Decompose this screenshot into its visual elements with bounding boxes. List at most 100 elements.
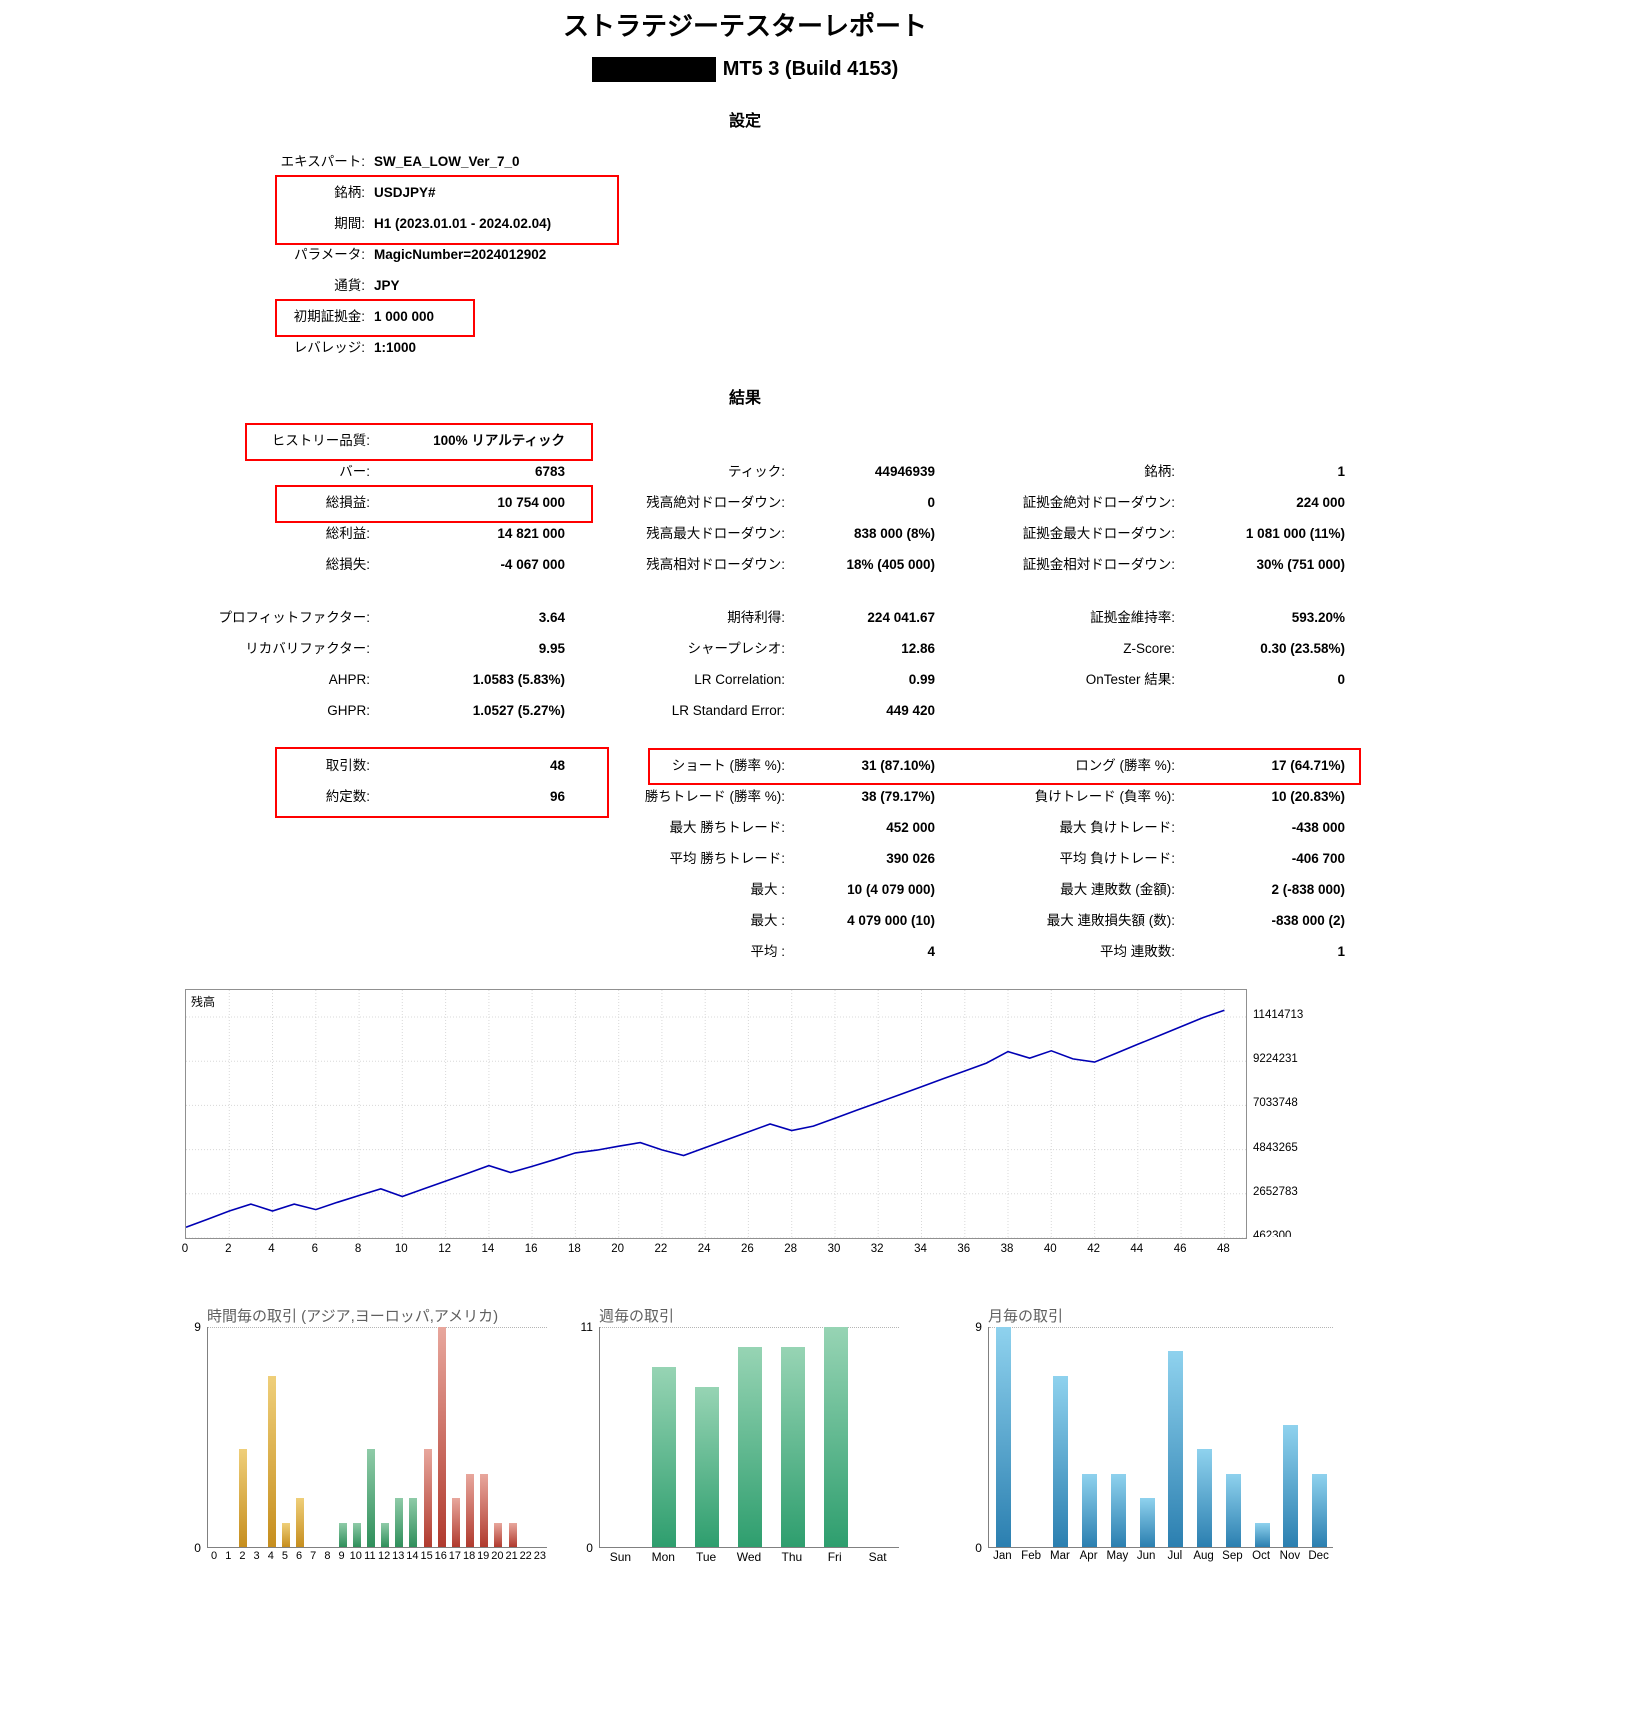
result-value: 0: [927, 495, 935, 510]
x-tick-label: Sun: [609, 1550, 632, 1564]
settings-row: エキスパート: SW_EA_LOW_Ver_7_0: [0, 146, 1490, 177]
result-value: 1: [1337, 944, 1345, 959]
redacted-broker-name: [591, 56, 716, 82]
result-label: 総利益:: [325, 526, 370, 541]
result-value: 10 754 000: [497, 495, 565, 510]
chart-body: 11 0: [577, 1320, 900, 1555]
settings-heading: 設定: [728, 113, 761, 130]
bar-Thu: [780, 1347, 805, 1547]
result-value: 96: [549, 789, 565, 804]
x-tick-label: Apr: [1079, 1550, 1098, 1562]
settings-row: 期間: H1 (2023.01.01 - 2024.02.04): [0, 208, 1490, 239]
x-tick-label: Aug: [1193, 1550, 1214, 1562]
balance-y-tick-label: 462300: [1253, 1230, 1292, 1237]
settings-rows: エキスパート: SW_EA_LOW_Ver_7_0 銘柄: USDJPY# 期間: H1 …: [0, 146, 1490, 363]
result-label: 平均 :: [750, 944, 785, 959]
chart-title: 月毎の取引: [988, 1308, 1064, 1325]
result-label: 勝ちトレード (勝率 %):: [644, 789, 785, 804]
result-label: [995, 425, 1175, 456]
chart-x-axis: Jan Feb Mar Apr May Jun Jul Aug Sep Oct Nov Dec: [988, 1550, 1333, 1566]
result-label: 期待利得:: [727, 610, 785, 625]
balance-curve-svg: [185, 990, 1246, 1239]
x-tick-label: 7: [310, 1550, 317, 1562]
results-section-ratios: プロフィットファクター: 3.64 期待利得: 224 041.67 証拠金維持率: 59…: [185, 602, 1345, 726]
result-row: バー: 6783 ティック: 44946939 銘柄: 1: [185, 456, 1345, 487]
bar-Tue: [695, 1387, 720, 1547]
weekly-trades-chart: 週毎の取引 11 0 Sun Mon Tue Wed Thu Fri Sat: [577, 1305, 900, 1566]
result-value: 10 (4 079 000): [847, 882, 935, 897]
bar-Apr: [1082, 1473, 1098, 1547]
result-value: -438 000: [1291, 820, 1345, 835]
bar-20: [494, 1522, 503, 1547]
balance-y-tick-label: 11414713: [1253, 1009, 1304, 1021]
result-row: 約定数: 96 勝ちトレード (勝率 %): 38 (79.17%) 負けトレード (負…: [185, 781, 1345, 812]
settings-label: 初期証拠金:: [293, 309, 365, 324]
result-label: 残高最大ドローダウン:: [646, 526, 785, 541]
bar-4: [267, 1375, 276, 1547]
result-label: シャープレシオ:: [687, 641, 785, 656]
balance-x-tick-label: 14: [481, 1243, 495, 1255]
balance-plot-area: 残高: [185, 989, 1247, 1239]
result-value: 0.99: [908, 672, 935, 687]
result-value: [785, 425, 935, 456]
settings-row: パラメータ: MagicNumber=2024012902: [0, 239, 1490, 270]
bar-Nov: [1283, 1424, 1299, 1547]
result-value: 224 041.67: [867, 610, 935, 625]
x-tick-label: 0: [211, 1550, 218, 1562]
x-tick-label: 1: [225, 1550, 232, 1562]
y-min-label: 0: [194, 1541, 201, 1555]
result-value: 18% (405 000): [846, 557, 935, 572]
bar-Sep: [1225, 1473, 1241, 1547]
settings-label: 銘柄:: [334, 185, 365, 200]
result-value: 30% (751 000): [1256, 557, 1345, 572]
balance-x-tick-label: 36: [957, 1243, 971, 1255]
x-tick-label: 6: [296, 1550, 303, 1562]
y-max-label: 9: [194, 1320, 201, 1334]
result-label: 平均 勝ちトレード:: [669, 851, 785, 866]
chart-x-axis: 0 1 2 3 4 5 6 7 8 9 10 11 12 13 14 15 16 17 18 19 20 21 22 23: [207, 1550, 547, 1566]
x-tick-label: 2: [239, 1550, 246, 1562]
result-row: AHPR: 1.0583 (5.83%) LR Correlation: 0.99 On…: [185, 664, 1345, 695]
result-label: 証拠金絶対ドローダウン:: [1022, 495, 1175, 510]
settings-row: 通貨: JPY: [0, 270, 1490, 301]
result-value: -406 700: [1291, 851, 1345, 866]
x-tick-label: 13: [392, 1550, 405, 1562]
result-label: [185, 843, 370, 874]
bar-14: [409, 1498, 418, 1547]
bar-Dec: [1312, 1473, 1328, 1547]
result-value: 1.0583 (5.83%): [472, 672, 565, 687]
result-label: 残高相対ドローダウン:: [646, 557, 785, 572]
x-tick-label: 15: [420, 1550, 433, 1562]
balance-x-tick-label: 4: [268, 1243, 275, 1255]
balance-x-tick-label: 34: [914, 1243, 927, 1255]
result-label: 総損失:: [325, 557, 370, 572]
result-row: 総利益: 14 821 000 残高最大ドローダウン: 838 000 (8%) 証拠金…: [185, 518, 1345, 549]
x-tick-label: Jul: [1167, 1550, 1183, 1562]
settings-row: 初期証拠金: 1 000 000: [0, 301, 1490, 332]
result-value: 31 (87.10%): [861, 758, 935, 773]
x-tick-label: Fri: [827, 1550, 842, 1564]
result-value: 17 (64.71%): [1271, 758, 1345, 773]
result-label: GHPR:: [327, 703, 370, 718]
balance-x-tick-label: 46: [1173, 1243, 1187, 1255]
result-value: [370, 843, 565, 874]
bar-Oct: [1254, 1522, 1270, 1547]
bar-17: [451, 1498, 460, 1547]
result-value: 593.20%: [1291, 610, 1345, 625]
result-value: 390 026: [886, 851, 935, 866]
bar-May: [1110, 1473, 1126, 1547]
balance-x-tick-label: 24: [697, 1243, 711, 1255]
result-row: 平均 勝ちトレード: 390 026 平均 負けトレード: -406 700: [185, 843, 1345, 874]
bar-2: [239, 1449, 248, 1547]
result-value: [1175, 425, 1345, 456]
result-row: ヒストリー品質: 100% リアルティック: [185, 425, 1345, 456]
bar-Jun: [1139, 1498, 1155, 1547]
y-min-label: 0: [586, 1541, 593, 1555]
result-label: ティック:: [728, 464, 785, 479]
result-label: 最大 連敗数 (金額):: [1060, 882, 1175, 897]
x-tick-label: 3: [253, 1550, 260, 1562]
x-tick-label: Tue: [695, 1550, 717, 1564]
y-max-label: 11: [580, 1320, 593, 1334]
